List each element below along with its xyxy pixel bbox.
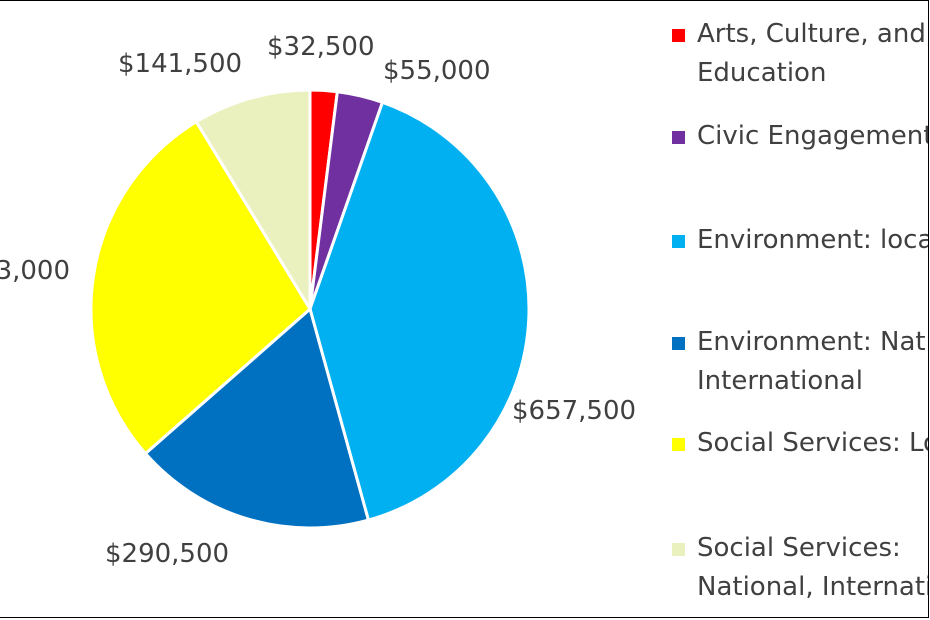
legend-label: Environment: National, International (697, 323, 929, 401)
legend-line: Social Services: Local (697, 428, 928, 458)
data-label-environment-national: $290,500 (105, 539, 230, 569)
legend-swatch (672, 29, 685, 42)
data-label-civic: $55,000 (383, 56, 491, 86)
legend-line: Environment: National, (697, 327, 929, 357)
legend-swatch (672, 131, 685, 144)
legend-swatch (672, 438, 685, 451)
legend-line: Education (697, 58, 827, 88)
pie-slice-5 (194, 88, 312, 315)
legend-label: Environment: local (697, 221, 929, 260)
legend-label: Social Services: National, International (697, 529, 929, 607)
pie-slice-4 (89, 119, 312, 456)
data-label-environment-local: $657,500 (512, 396, 637, 426)
legend-line: Environment: local (697, 225, 929, 255)
legend-swatch (672, 543, 685, 556)
legend-label: Social Services: Local (697, 424, 928, 463)
legend-swatch (672, 235, 685, 248)
legend-line: National, International (697, 572, 929, 602)
data-label-social-local: $453,000 (0, 256, 70, 286)
legend-line: Civic Engagement (697, 121, 929, 151)
data-label-arts: $32,500 (267, 32, 375, 62)
legend-line: Social Services: (697, 533, 901, 563)
data-label-social-national: $141,500 (118, 49, 243, 79)
legend-label: Arts, Culture, and Education (697, 15, 926, 93)
pie-slice-2 (308, 100, 531, 522)
legend-line: Arts, Culture, and (697, 19, 926, 49)
pie-slice-3 (143, 306, 371, 530)
legend-swatch (672, 337, 685, 350)
legend-line: International (697, 366, 863, 396)
legend-label: Civic Engagement (697, 117, 929, 156)
